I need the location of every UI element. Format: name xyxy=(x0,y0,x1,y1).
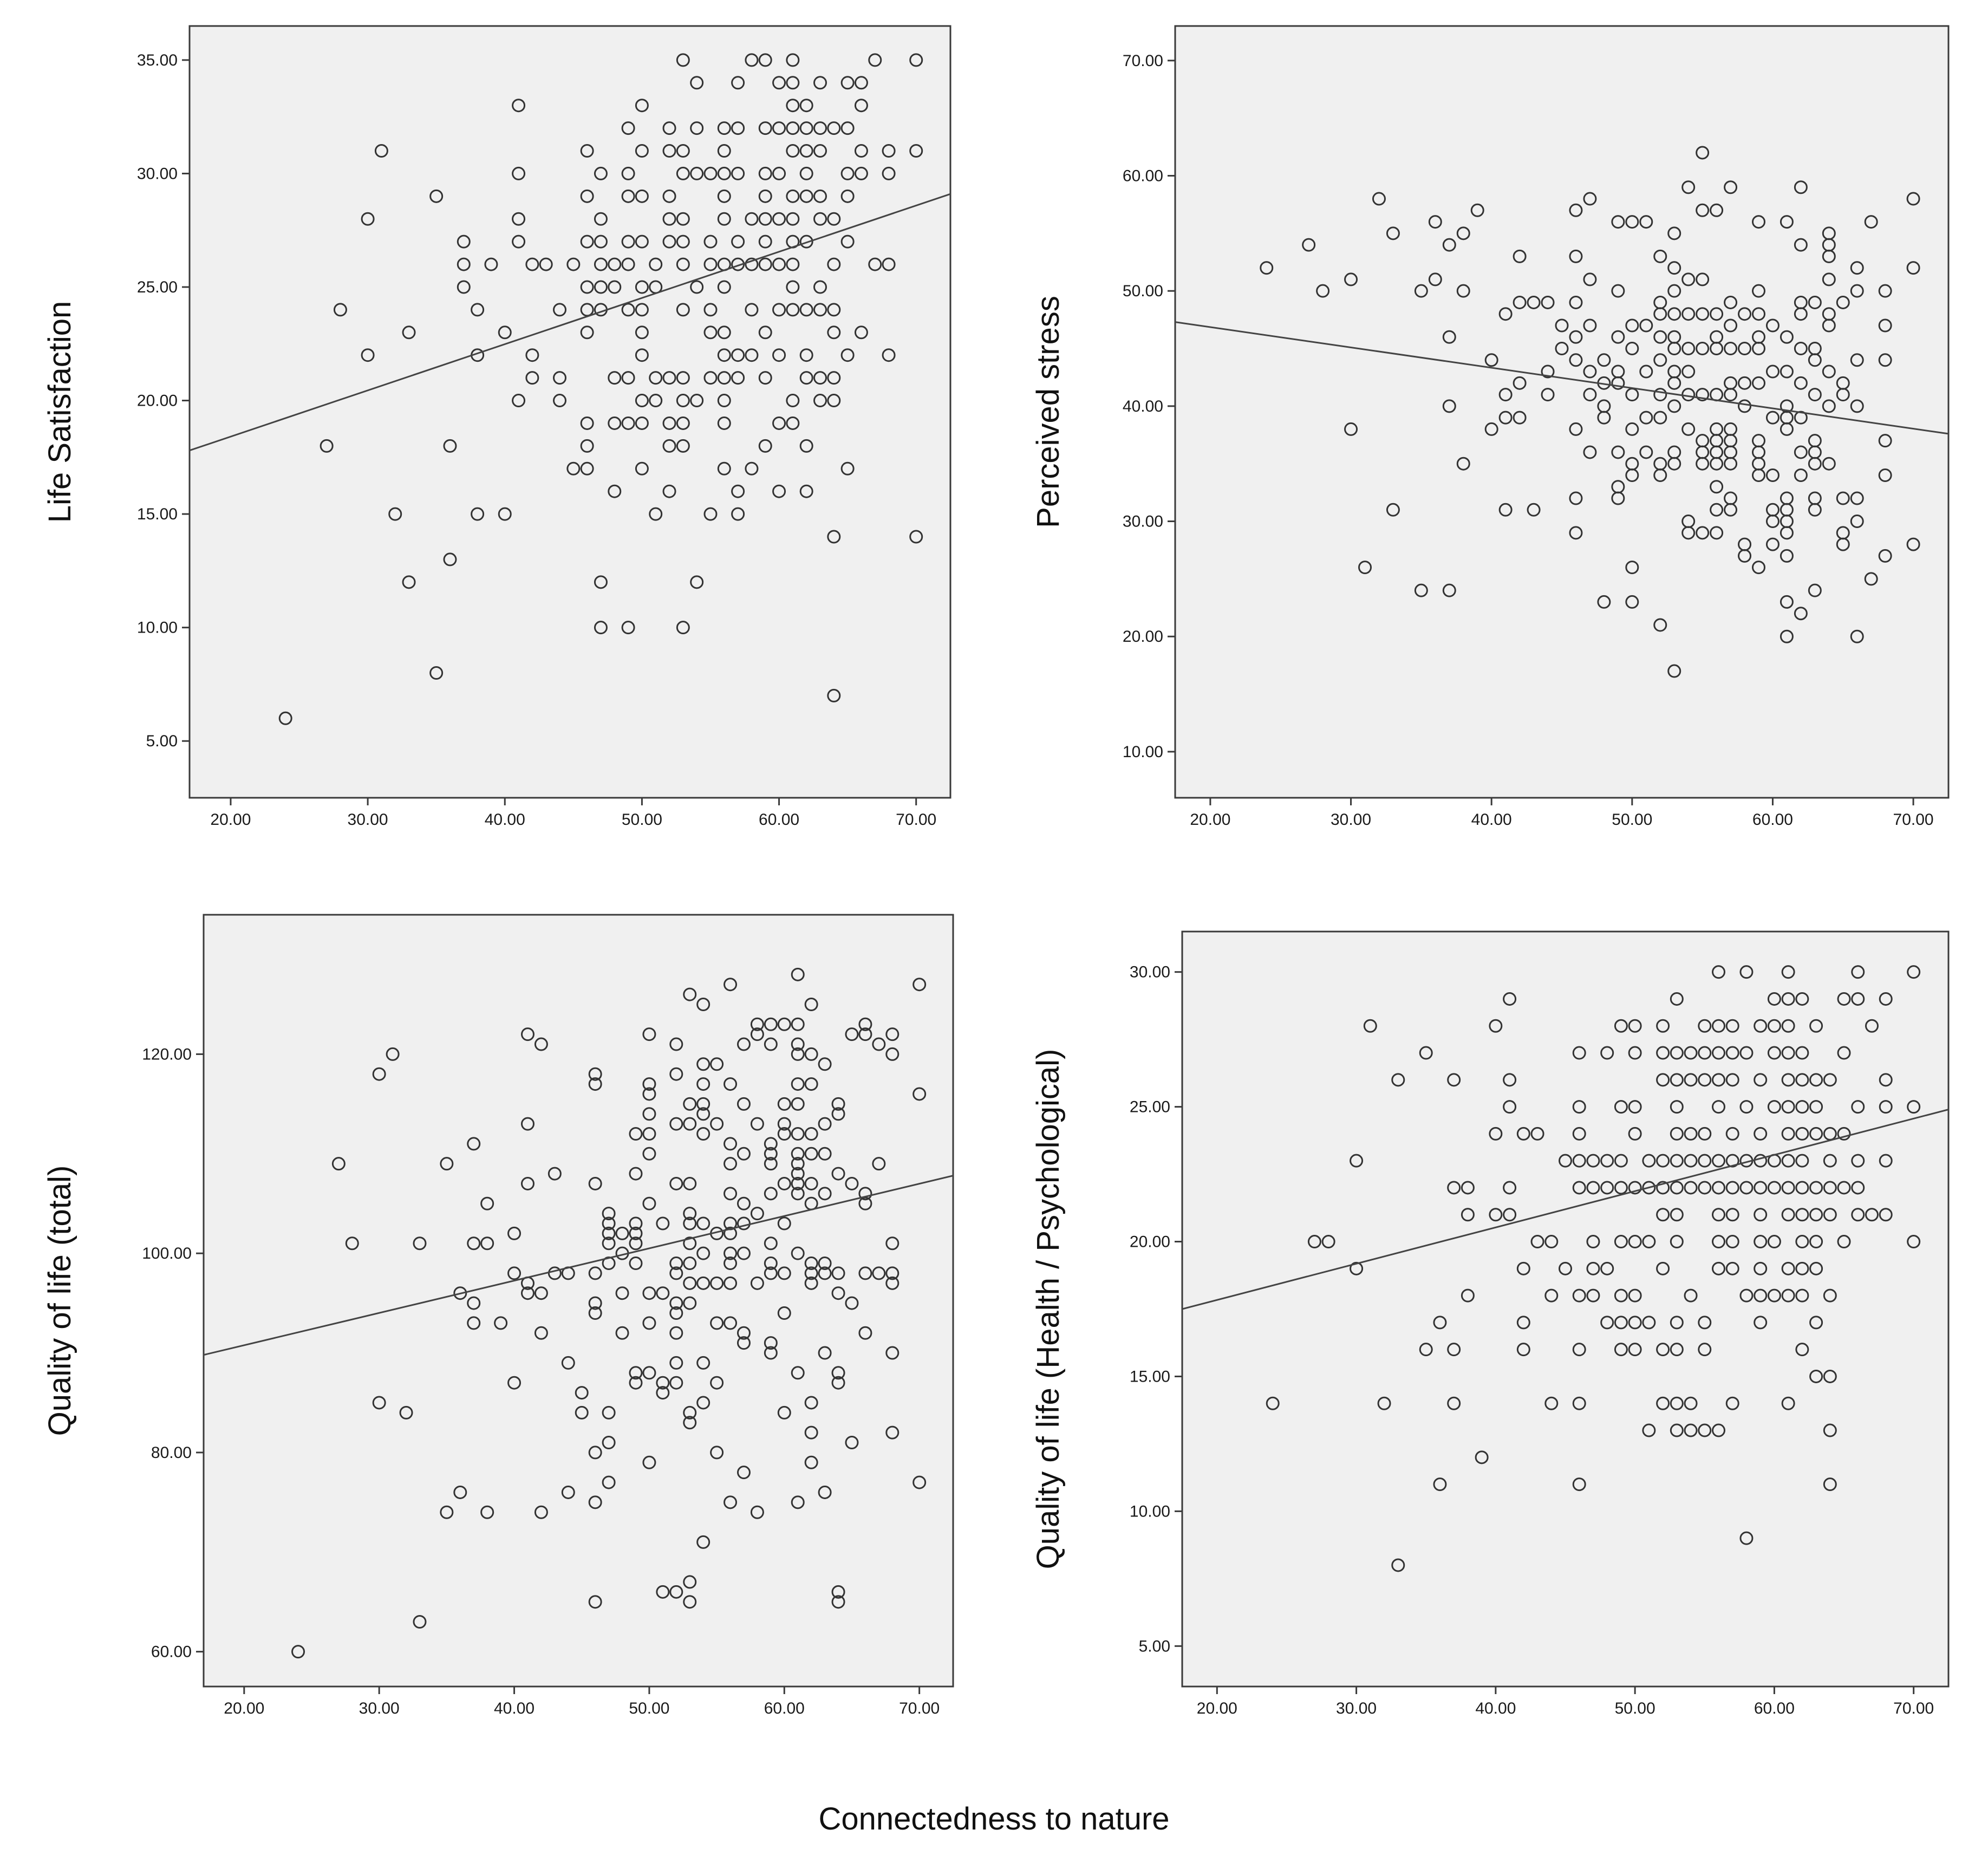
y-tick-label: 50.00 xyxy=(1123,282,1163,300)
y-axis-label: Quality of life (Health / Psychological) xyxy=(1031,1049,1066,1570)
common-x-axis-label: Connectedness to nature xyxy=(0,1801,1988,1837)
y-tick-label: 20.00 xyxy=(1123,628,1163,646)
x-tick-label: 30.00 xyxy=(1336,1700,1377,1717)
y-tick-label: 5.00 xyxy=(1139,1637,1170,1655)
x-tick-label: 60.00 xyxy=(1752,811,1793,829)
y-tick-label: 15.00 xyxy=(137,505,178,523)
y-tick-label: 25.00 xyxy=(1130,1098,1170,1116)
y-tick-label: 20.00 xyxy=(137,392,178,410)
y-tick-label: 30.00 xyxy=(1130,963,1170,981)
x-tick-label: 70.00 xyxy=(1893,811,1934,829)
x-tick-label: 70.00 xyxy=(899,1700,940,1717)
x-tick-label: 40.00 xyxy=(1475,1700,1516,1717)
figure: 5.00 10.00 15.00 20.00 25.00 30.00 35.00 20.00 3… xyxy=(0,0,1988,1862)
x-tick-label: 40.00 xyxy=(485,811,525,829)
y-tick-label: 5.00 xyxy=(146,732,178,750)
x-tick-label: 50.00 xyxy=(1612,811,1652,829)
x-tick-label: 20.00 xyxy=(1197,1700,1237,1717)
x-tick-label: 60.00 xyxy=(759,811,799,829)
y-tick-label: 30.00 xyxy=(1123,513,1163,531)
x-tick-label: 40.00 xyxy=(494,1700,535,1717)
y-tick-label: 10.00 xyxy=(1130,1502,1170,1520)
y-tick-label: 60.00 xyxy=(1123,167,1163,185)
x-tick-label: 70.00 xyxy=(896,811,936,829)
x-tick-label: 30.00 xyxy=(359,1700,400,1717)
x-tick-label: 60.00 xyxy=(764,1700,805,1717)
y-tick-label: 60.00 xyxy=(151,1643,192,1661)
y-tick-label: 25.00 xyxy=(137,278,178,296)
x-tick-label: 20.00 xyxy=(1190,811,1230,829)
x-tick-label: 30.00 xyxy=(348,811,388,829)
chart-life-satisfaction: 5.00 10.00 15.00 20.00 25.00 30.00 35.00 20.00 3… xyxy=(42,26,950,829)
y-axis-label: Perceived stress xyxy=(1031,296,1066,528)
y-tick-label: 40.00 xyxy=(1123,398,1163,415)
plot-area xyxy=(204,915,953,1687)
y-tick-label: 15.00 xyxy=(1130,1368,1170,1385)
y-axis-label: Quality of life (total) xyxy=(42,1166,77,1436)
y-tick-label: 100.00 xyxy=(142,1245,192,1262)
plot-area xyxy=(1182,932,1948,1687)
y-tick-label: 10.00 xyxy=(137,619,178,637)
y-tick-label: 120.00 xyxy=(142,1045,192,1063)
x-tick-label: 50.00 xyxy=(1615,1700,1655,1717)
chart-quality-of-life-psychological: 5.00 10.00 15.00 20.00 25.00 30.00 20.00 30.00 4… xyxy=(1031,932,1948,1717)
x-tick-label: 70.00 xyxy=(1893,1700,1934,1717)
x-tick-label: 40.00 xyxy=(1471,811,1512,829)
y-axis-label: Life Satisfaction xyxy=(42,301,77,523)
y-tick-label: 70.00 xyxy=(1123,52,1163,70)
x-tick-label: 30.00 xyxy=(1331,811,1371,829)
y-tick-label: 10.00 xyxy=(1123,743,1163,761)
x-tick-label: 50.00 xyxy=(622,811,662,829)
x-tick-label: 20.00 xyxy=(224,1700,264,1717)
y-tick-label: 30.00 xyxy=(137,165,178,183)
x-tick-label: 20.00 xyxy=(210,811,251,829)
x-tick-label: 50.00 xyxy=(629,1700,669,1717)
chart-quality-of-life-total: 60.00 80.00 100.00 120.00 20.00 30.00 40.00 50.… xyxy=(42,915,953,1717)
y-tick-label: 80.00 xyxy=(151,1444,192,1462)
x-tick-label: 60.00 xyxy=(1754,1700,1795,1717)
chart-perceived-stress: 10.00 20.00 30.00 40.00 50.00 60.00 70.00 20.00… xyxy=(1031,26,1948,829)
y-tick-label: 35.00 xyxy=(137,51,178,69)
y-tick-label: 20.00 xyxy=(1130,1233,1170,1251)
